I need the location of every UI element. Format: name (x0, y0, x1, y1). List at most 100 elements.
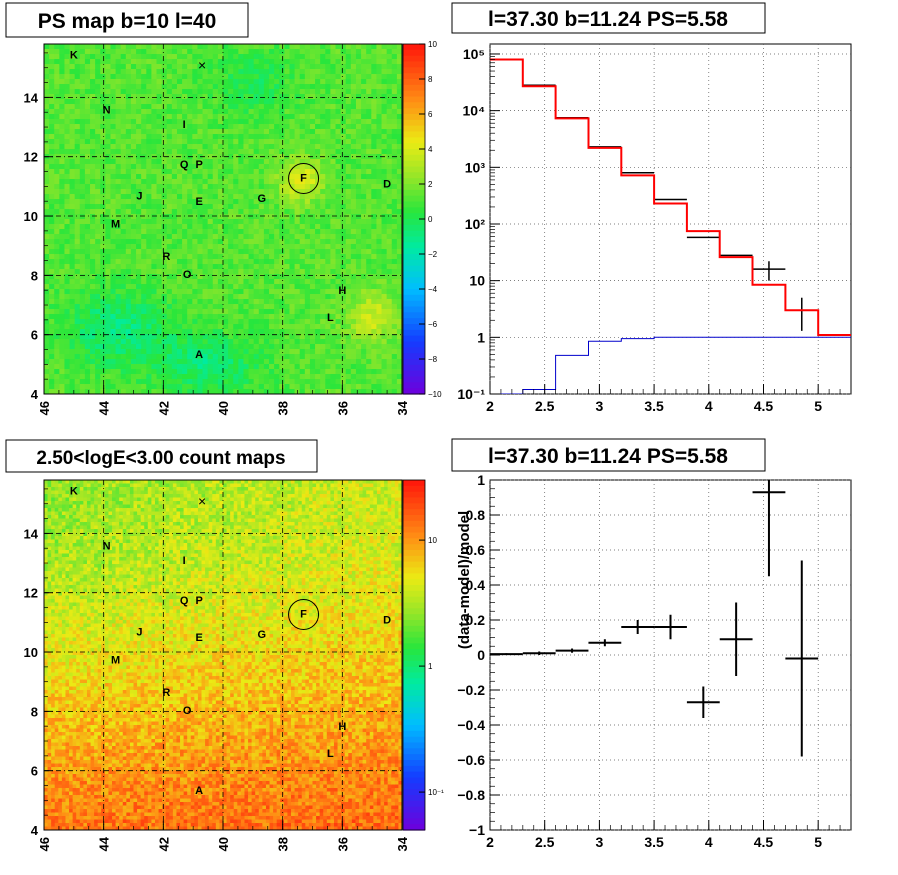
map-cell (391, 374, 398, 380)
map-cell (130, 374, 137, 380)
map-cell (120, 169, 127, 175)
map-cell (320, 79, 326, 85)
map-cell (176, 304, 183, 310)
map-cell (197, 354, 204, 360)
map-cell (74, 264, 81, 270)
map-cell (366, 99, 372, 105)
map-cell (345, 329, 352, 335)
map-cell (248, 104, 255, 110)
map-cell (289, 239, 296, 245)
map-cell (59, 199, 66, 205)
map-cell (125, 49, 132, 55)
map-cell (345, 44, 352, 50)
map-cell (269, 199, 275, 205)
map-cell (202, 374, 209, 380)
map-cell (330, 229, 337, 235)
map-cell (182, 49, 188, 55)
map-cell (69, 279, 76, 285)
map-cell (238, 304, 245, 310)
map-cell (197, 54, 204, 60)
map-cell (345, 249, 352, 255)
map-cell (141, 174, 147, 180)
map-cell (376, 284, 383, 290)
map-cell (309, 194, 316, 200)
map-cell (289, 144, 296, 150)
map-cell (340, 104, 347, 110)
map-cell (361, 49, 367, 55)
map-cell (396, 324, 402, 330)
map-cell (396, 209, 402, 215)
map-cell (355, 369, 362, 375)
map-cell (320, 109, 326, 115)
map-cell (84, 254, 91, 260)
map-cell (84, 154, 91, 160)
map-cell (253, 269, 260, 275)
map-cell (228, 194, 234, 200)
map-cell (171, 109, 178, 115)
map-cell (289, 299, 296, 305)
map-cell (325, 204, 331, 210)
map-cell (146, 44, 152, 50)
map-cell (49, 299, 55, 305)
map-cell (79, 129, 86, 135)
map-cell (192, 144, 199, 150)
map-cell (289, 119, 296, 125)
map-cell (248, 59, 255, 65)
map-cell (294, 74, 301, 80)
map-cell (79, 389, 86, 394)
map-cell (192, 179, 199, 185)
map-cell (391, 279, 398, 285)
map-cell (263, 189, 270, 195)
map-cell (371, 269, 378, 275)
map-cell (171, 149, 178, 155)
map-cell (130, 219, 137, 225)
map-cell (115, 54, 122, 60)
map-cell (223, 249, 229, 255)
map-cell (371, 174, 378, 180)
map-cell (386, 339, 393, 345)
map-cell (115, 209, 122, 215)
map-cell (217, 219, 224, 225)
map-cell (243, 54, 250, 60)
map-cell (223, 129, 229, 135)
map-cell (182, 89, 188, 95)
map-cell (166, 164, 173, 170)
map-cell (105, 384, 112, 390)
map-cell (376, 44, 383, 50)
map-cell (274, 329, 280, 335)
map-cell (258, 219, 265, 225)
map-cell (84, 144, 91, 150)
map-cell (212, 319, 219, 325)
map-cell (304, 259, 311, 265)
map-cell (115, 234, 122, 240)
map-cell (202, 189, 209, 195)
map-cell (217, 364, 224, 370)
map-cell (151, 364, 158, 370)
map-cell (95, 259, 101, 265)
map-cell (279, 134, 285, 140)
map-cell (299, 344, 306, 350)
map-cell (197, 189, 204, 195)
map-cell (182, 84, 188, 90)
map-cell (136, 154, 142, 160)
map-cell (243, 49, 250, 55)
map-cell (110, 84, 117, 90)
map-cell (386, 99, 393, 105)
map-cell (243, 104, 250, 110)
map-cell (289, 124, 296, 130)
map-cell (228, 169, 234, 175)
map-cell (243, 339, 250, 345)
map-cell (69, 99, 76, 105)
map-cell (74, 119, 81, 125)
map-cell (69, 274, 76, 280)
map-cell (279, 264, 285, 270)
map-cell (238, 354, 245, 360)
map-cell (233, 144, 239, 150)
map-cell (151, 134, 158, 140)
map-cell (79, 84, 86, 90)
map-cell (269, 184, 275, 190)
map-cell (315, 184, 321, 190)
map-cell (187, 144, 193, 150)
map-cell (330, 244, 337, 250)
map-cell (212, 339, 219, 345)
